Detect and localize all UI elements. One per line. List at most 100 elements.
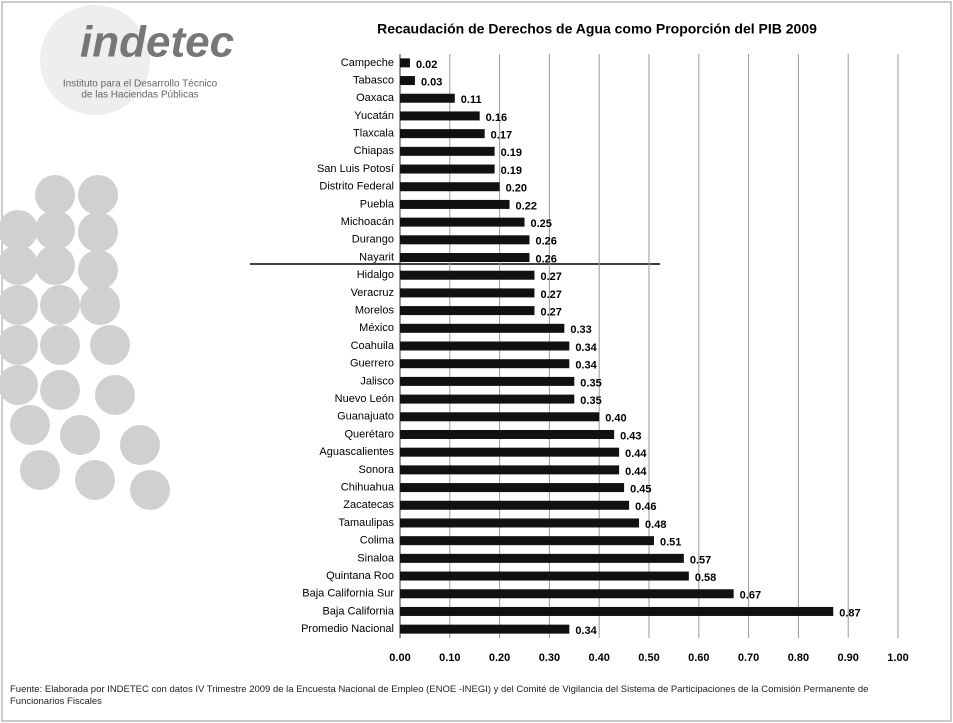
value-label: 0.48	[645, 519, 666, 531]
bar	[400, 483, 625, 493]
x-tick-label: 0.40	[588, 652, 609, 664]
y-tick-label: Tabasco	[353, 74, 394, 86]
y-tick-label: Quintana Roo	[326, 570, 394, 582]
value-label: 0.02	[416, 59, 437, 71]
value-label: 0.25	[531, 218, 552, 230]
bar	[400, 412, 600, 422]
bar	[400, 235, 530, 245]
bar	[400, 270, 535, 280]
y-tick-label: Coahuila	[351, 340, 395, 352]
bar	[400, 429, 615, 439]
bar	[400, 536, 654, 546]
y-tick-label: Colima	[360, 535, 395, 547]
y-tick-label: Jalisco	[360, 375, 394, 387]
y-tick-label: Nayarit	[359, 251, 394, 263]
value-label: 0.19	[501, 147, 522, 159]
bar	[400, 376, 575, 386]
bar	[400, 341, 570, 351]
x-tick-label: 0.50	[638, 652, 659, 664]
y-tick-label: Yucatán	[354, 110, 394, 122]
value-label: 0.26	[535, 253, 556, 265]
bar	[400, 93, 455, 103]
bar	[400, 394, 575, 404]
value-label: 0.34	[575, 342, 597, 354]
value-label: 0.44	[625, 466, 647, 478]
y-tick-label: Baja California	[322, 605, 394, 617]
y-tick-label: Tamaulipas	[338, 517, 394, 529]
y-tick-label: Aguascalientes	[319, 446, 394, 458]
y-tick-label: San Luis Potosí	[317, 163, 394, 175]
bar	[400, 306, 535, 316]
y-tick-label: Tlaxcala	[353, 128, 395, 140]
x-tick-label: 0.20	[489, 652, 510, 664]
value-label: 0.45	[630, 483, 651, 495]
bar	[400, 182, 500, 192]
y-tick-label: Nuevo León	[335, 393, 394, 405]
y-tick-label: Baja California Sur	[302, 588, 394, 600]
y-tick-label: México	[359, 322, 394, 334]
bar	[400, 111, 480, 121]
bar	[400, 359, 570, 369]
value-label: 0.33	[570, 324, 591, 336]
y-tick-label: Sonora	[359, 464, 395, 476]
y-tick-label: Promedio Nacional	[301, 623, 394, 635]
bar	[400, 589, 734, 599]
bar	[400, 323, 565, 333]
bar	[400, 253, 530, 263]
value-label: 0.16	[486, 112, 507, 124]
value-label: 0.11	[461, 94, 482, 106]
bar	[400, 465, 620, 475]
bar	[400, 553, 684, 563]
y-tick-label: Veracruz	[351, 287, 394, 299]
x-tick-label: 0.70	[738, 652, 759, 664]
y-tick-label: Guanajuato	[337, 411, 394, 423]
value-label: 0.19	[501, 165, 522, 177]
bar	[400, 217, 525, 227]
y-tick-label: Puebla	[360, 198, 395, 210]
y-tick-label: Sinaloa	[357, 552, 395, 564]
value-label: 0.67	[740, 590, 761, 602]
y-tick-label: Distrito Federal	[319, 181, 394, 193]
bar	[400, 571, 689, 581]
logo-name: indetec	[80, 18, 234, 67]
value-label: 0.58	[695, 572, 716, 584]
bar	[400, 146, 495, 156]
y-tick-label: Durango	[352, 234, 394, 246]
logo-line: de las Haciendas Públicas	[81, 90, 198, 101]
value-label: 0.22	[516, 200, 537, 212]
decor-circles	[0, 5, 170, 510]
x-tick-label: 0.30	[539, 652, 560, 664]
y-tick-label: Chihuahua	[341, 481, 395, 493]
bar	[400, 624, 570, 634]
x-tick-label: 0.10	[439, 652, 460, 664]
y-tick-label: Campeche	[341, 57, 394, 69]
bar	[400, 199, 510, 209]
value-label: 0.17	[491, 130, 512, 142]
value-label: 0.26	[535, 236, 556, 248]
value-label: 0.87	[839, 607, 860, 619]
value-label: 0.51	[660, 537, 681, 549]
bar	[400, 447, 620, 457]
value-label: 0.40	[605, 413, 626, 425]
y-tick-label: Guerrero	[350, 358, 394, 370]
bar	[400, 500, 630, 510]
logo-line: Instituto para el Desarrollo Técnico	[63, 79, 218, 90]
bar	[400, 164, 495, 174]
x-tick-label: 0.00	[389, 652, 410, 664]
footnote: Fuente: Elaborada por INDETEC con datos …	[10, 684, 869, 707]
bar	[400, 606, 834, 616]
y-tick-label: Chiapas	[354, 145, 395, 157]
value-label: 0.27	[540, 289, 561, 301]
value-label: 0.44	[625, 448, 647, 460]
value-label: 0.03	[421, 76, 442, 88]
value-label: 0.35	[580, 377, 601, 389]
value-label: 0.27	[540, 307, 561, 319]
bar	[400, 129, 485, 139]
y-tick-label: Michoacán	[341, 216, 394, 228]
value-label: 0.27	[540, 271, 561, 283]
value-label: 0.43	[620, 430, 641, 442]
value-label: 0.20	[506, 183, 527, 195]
